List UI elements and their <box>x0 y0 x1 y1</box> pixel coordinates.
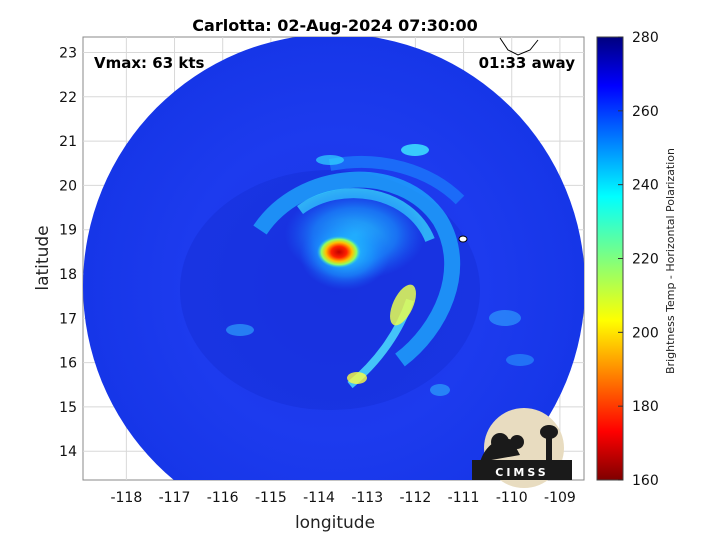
colorbar-tick-label: 280 <box>632 30 659 46</box>
y-tick-label: 22 <box>59 90 77 106</box>
brightness-temp-swath <box>83 37 584 480</box>
x-tick-label: -117 <box>159 490 191 506</box>
time-away-annotation: 01:33 away <box>479 54 576 72</box>
y-tick-label: 16 <box>59 356 77 372</box>
cimss-logo: CIMSS <box>472 408 572 488</box>
x-tick-label: -111 <box>448 490 480 506</box>
storm-eye <box>317 236 361 268</box>
colorbar-tick-labels: 160 180 200 220 240 260 280 <box>618 30 659 489</box>
colorbar-tick-label: 240 <box>632 178 659 194</box>
cimss-logo-text: CIMSS <box>495 466 548 479</box>
x-tick-label: -115 <box>255 490 287 506</box>
x-tick-labels: -118 -117 -116 -115 -114 -113 -112 -111 -110 -109 <box>110 490 575 506</box>
y-tick-label: 15 <box>59 400 77 416</box>
y-tick-label: 14 <box>59 444 77 460</box>
colorbar-tick-label: 220 <box>632 252 659 268</box>
colorbar-tick-label: 200 <box>632 325 659 341</box>
x-tick-label: -114 <box>303 490 335 506</box>
y-axis-label: latitude <box>33 225 53 290</box>
x-tick-label: -110 <box>496 490 528 506</box>
x-tick-label: -118 <box>110 490 142 506</box>
x-axis-label: longitude <box>295 513 375 533</box>
chart-title: Carlotta: 02-Aug-2024 07:30:00 <box>192 16 477 35</box>
colorbar-label: Brightness Temp - Horizontal Polarizatio… <box>664 148 677 374</box>
x-tick-label: -109 <box>544 490 576 506</box>
y-tick-labels: 14 15 16 17 18 19 20 21 22 23 <box>59 46 77 461</box>
y-tick-label: 18 <box>59 267 77 283</box>
y-tick-label: 17 <box>59 311 77 327</box>
y-tick-label: 20 <box>59 178 77 194</box>
x-tick-label: -112 <box>400 490 432 506</box>
x-tick-label: -116 <box>207 490 239 506</box>
vmax-annotation: Vmax: 63 kts <box>94 54 204 72</box>
colorbar-tick-label: 160 <box>632 473 659 489</box>
colorbar-tick-label: 260 <box>632 104 659 120</box>
y-tick-label: 21 <box>59 134 77 150</box>
y-tick-label: 19 <box>59 223 77 239</box>
y-tick-label: 23 <box>59 46 77 62</box>
x-tick-label: -113 <box>351 490 383 506</box>
colorbar-tick-label: 180 <box>632 399 659 415</box>
